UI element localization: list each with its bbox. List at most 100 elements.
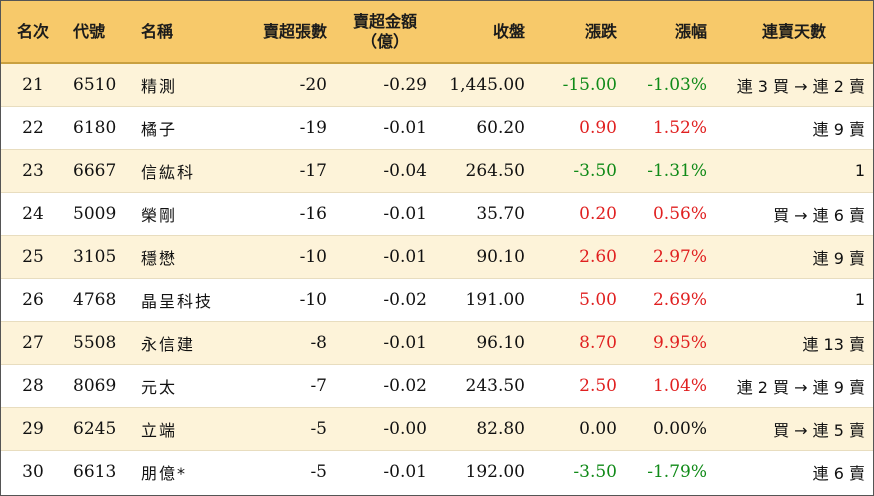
cell-sell-lots: -8: [225, 321, 335, 365]
cell-change: -15.00: [533, 63, 625, 107]
cell-close: 264.50: [435, 149, 533, 193]
table-row: 24 5009 榮剛 -16 -0.01 35.70 0.20 0.56% 買 → 連 6 賣: [1, 192, 873, 236]
cell-rank: 24: [1, 192, 65, 236]
cell-code: 8069: [65, 364, 133, 408]
cell-sell-streak: 買 → 連 5 賣: [715, 407, 873, 451]
cell-sell-streak: 連 9 賣: [715, 235, 873, 279]
header-sell-lots: 賣超張數: [225, 1, 335, 64]
table-row: 21 6510 精測 -20 -0.29 1,445.00 -15.00 -1.03% 連 3 …: [1, 63, 873, 107]
cell-close: 243.50: [435, 364, 533, 408]
cell-change: 0.20: [533, 192, 625, 236]
cell-sell-amount: -0.00: [335, 407, 435, 451]
header-change-pct: 漲幅: [625, 1, 715, 64]
table-row: 22 6180 橘子 -19 -0.01 60.20 0.90 1.52% 連 9 賣: [1, 106, 873, 150]
cell-change: -3.50: [533, 149, 625, 193]
cell-sell-amount: -0.01: [335, 235, 435, 279]
cell-code: 5009: [65, 192, 133, 236]
cell-sell-amount: -0.02: [335, 364, 435, 408]
cell-code: 5508: [65, 321, 133, 365]
cell-name: 精測: [133, 63, 225, 107]
cell-close: 1,445.00: [435, 63, 533, 107]
cell-rank: 26: [1, 278, 65, 322]
cell-change-pct: 1.04%: [625, 364, 715, 408]
cell-rank: 27: [1, 321, 65, 365]
cell-close: 35.70: [435, 192, 533, 236]
header-change: 漲跌: [533, 1, 625, 64]
cell-rank: 28: [1, 364, 65, 408]
cell-change: -3.50: [573, 461, 617, 482]
cell-code: 6667: [65, 149, 133, 193]
header-code: 代號: [65, 1, 133, 64]
cell-sell-lots: -7: [225, 364, 335, 408]
cell-sell-lots: -17: [225, 149, 335, 193]
table-row: 23 6667 信紘科 -17 -0.04 264.50 -3.50 -1.31% 1: [1, 149, 873, 193]
cell-name: 朋億*: [141, 463, 188, 483]
cell-change-pct: 0.00%: [625, 407, 715, 451]
cell-sell-streak: 連 3 買 → 連 2 賣: [715, 63, 873, 107]
cell-sell-amount: -0.29: [335, 63, 435, 107]
cell-name: 晶呈科技: [133, 278, 225, 322]
cell-sell-streak: 1: [715, 149, 873, 193]
table-row: 29 6245 立端 -5 -0.00 82.80 0.00 0.00% 買 → 連 5 賣: [1, 407, 873, 451]
cell-sell-amount: -0.01: [383, 461, 427, 482]
cell-sell-streak: 連 2 買 → 連 9 賣: [715, 364, 873, 408]
cell-rank: 22: [1, 106, 65, 150]
cell-name: 元太: [133, 364, 225, 408]
cell-sell-lots: -10: [225, 235, 335, 279]
header-rank: 名次: [1, 1, 65, 64]
cell-code: 4768: [65, 278, 133, 322]
cell-change: 2.50: [533, 364, 625, 408]
cell-close: 90.10: [435, 235, 533, 279]
cell-close: 82.80: [435, 407, 533, 451]
cell-name: 永信建: [133, 321, 225, 365]
cell-rank: 25: [1, 235, 65, 279]
cell-change: 0.90: [533, 106, 625, 150]
table-body: 21 6510 精測 -20 -0.29 1,445.00 -15.00 -1.03% 連 3 …: [1, 63, 873, 493]
cell-name: 信紘科: [133, 149, 225, 193]
cell-change-pct: -1.31%: [625, 149, 715, 193]
cell-rank: 21: [1, 63, 65, 107]
cell-sell-lots: -10: [225, 278, 335, 322]
cell-rank: 23: [1, 149, 65, 193]
cell-sell-streak: 買 → 連 6 賣: [715, 192, 873, 236]
cell-sell-lots: -16: [225, 192, 335, 236]
cell-close: 191.00: [435, 278, 533, 322]
cell-change-pct: 0.56%: [625, 192, 715, 236]
cell-change-pct: 9.95%: [625, 321, 715, 365]
cell-sell-lots: -19: [225, 106, 335, 150]
cell-sell-amount: -0.02: [335, 278, 435, 322]
cell-name: 立端: [133, 407, 225, 451]
cell-close: 96.10: [435, 321, 533, 365]
cell-rank: 29: [1, 407, 65, 451]
header-sell-streak: 連賣天數: [715, 1, 873, 64]
cell-change-pct: 1.52%: [625, 106, 715, 150]
table-row: 26 4768 晶呈科技 -10 -0.02 191.00 5.00 2.69% 1: [1, 278, 873, 322]
cell-change: 8.70: [533, 321, 625, 365]
cell-sell-lots: -5: [225, 407, 335, 451]
cell-sell-streak: 連 13 賣: [715, 321, 873, 365]
cell-sell-lots: -20: [225, 63, 335, 107]
header-close: 收盤: [435, 1, 533, 64]
cell-sell-amount: -0.01: [335, 321, 435, 365]
cell-change-pct: 2.97%: [625, 235, 715, 279]
cell-name: 榮剛: [133, 192, 225, 236]
header-name: 名稱: [133, 1, 225, 64]
cell-change: 0.00: [533, 407, 625, 451]
cell-name: 橘子: [133, 106, 225, 150]
table-row: 25 3105 穩懋 -10 -0.01 90.10 2.60 2.97% 連 9 賣: [1, 235, 873, 279]
cell-code: 6613: [73, 461, 117, 482]
cell-sell-streak: 連 9 賣: [715, 106, 873, 150]
cell-change-pct: 2.69%: [625, 278, 715, 322]
cell-change-pct: -1.79%: [647, 461, 707, 482]
cell-code: 6245: [65, 407, 133, 451]
cell-sell-lots: -5: [310, 461, 327, 482]
cell-change: 5.00: [533, 278, 625, 322]
cell-sell-streak: 連 6 賣: [812, 463, 865, 483]
cell-sell-streak: 1: [715, 278, 873, 322]
table-row: 28 8069 元太 -7 -0.02 243.50 2.50 1.04% 連 2 買 → 連 …: [1, 364, 873, 408]
cell-sell-amount: -0.01: [335, 106, 435, 150]
cell-change-pct: -1.03%: [625, 63, 715, 107]
cell-close: 60.20: [435, 106, 533, 150]
